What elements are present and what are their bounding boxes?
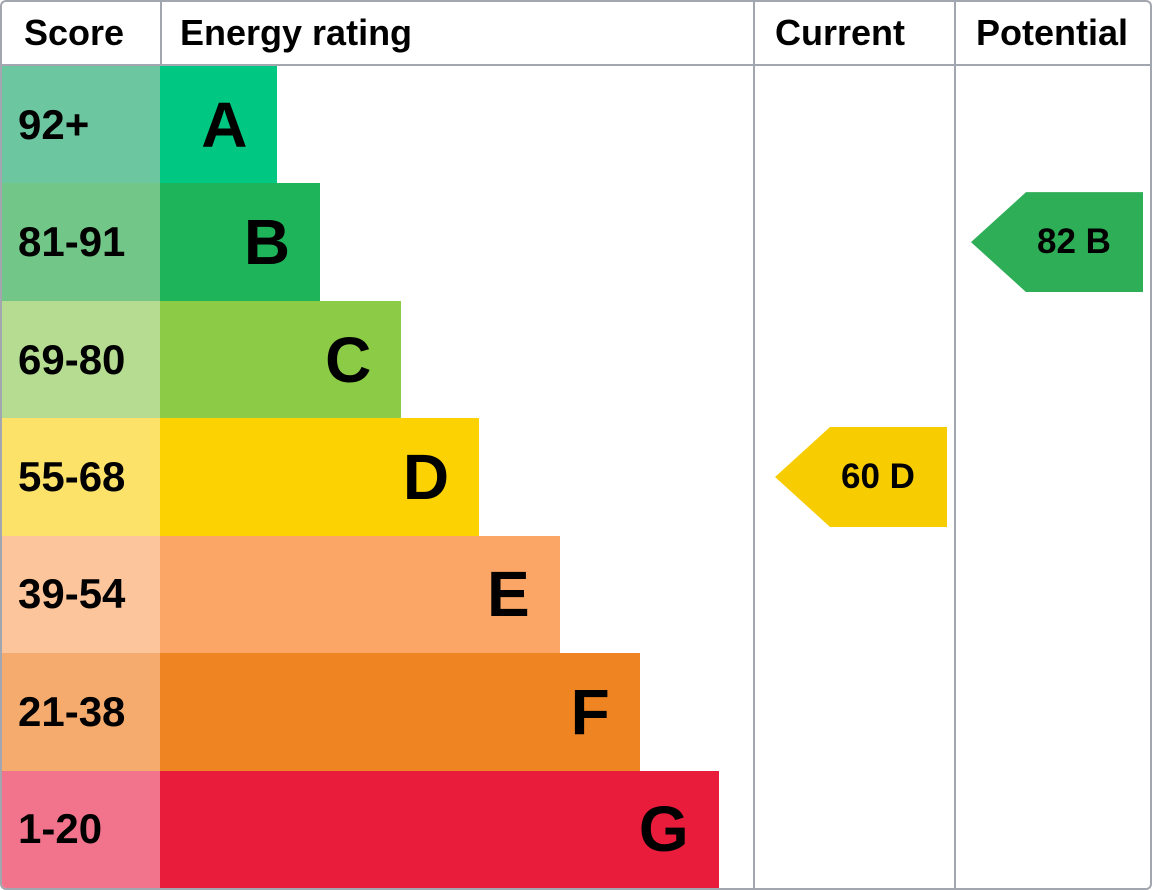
potential-cell-c (954, 300, 1150, 419)
potential-cell-b: 82 B (954, 183, 1150, 301)
current-cell-g (753, 770, 954, 888)
band-row-e: 39-54 E (2, 535, 1150, 654)
band-bar-e: E (160, 535, 560, 654)
column-header-current-label: Current (775, 12, 906, 53)
current-cell-e (753, 535, 954, 654)
band-row-b: 81-91 B 82 B (2, 183, 1150, 301)
band-row-f: 21-38 F (2, 653, 1150, 771)
band-row-a: 92+ A (2, 66, 1150, 184)
score-range-f: 21-38 (2, 653, 160, 771)
band-bar-f: F (160, 653, 640, 771)
energy-cell-a: A (160, 66, 753, 184)
band-letter-e: E (486, 558, 530, 631)
band-letter-g: G (638, 793, 689, 866)
band-letter-f: F (570, 675, 610, 748)
band-row-c: 69-80 C (2, 300, 1150, 419)
score-range-g: 1-20 (2, 770, 160, 888)
column-header-energy-rating: Energy rating (160, 2, 753, 66)
band-letter-c: C (325, 323, 372, 396)
current-cell-f (753, 653, 954, 771)
energy-cell-d: D (160, 418, 753, 536)
score-range-c: 69-80 (2, 300, 160, 419)
column-header-energy-rating-label: Energy rating (180, 12, 413, 53)
band-letter-b: B (243, 206, 291, 279)
header-row: Score Energy rating Current Potential (2, 2, 1150, 66)
current-cell-a (753, 66, 954, 184)
energy-cell-e: E (160, 535, 753, 654)
potential-rating-arrow: 82 B (971, 192, 1143, 293)
score-range-d: 55-68 (2, 418, 160, 536)
potential-cell-f (954, 653, 1150, 771)
column-header-current: Current (753, 2, 954, 66)
band-letter-a: A (201, 88, 248, 161)
energy-cell-b: B (160, 183, 753, 301)
current-cell-c (753, 300, 954, 419)
band-bar-a: A (160, 66, 278, 184)
current-rating-label: 60 D (841, 456, 915, 496)
energy-cell-f: F (160, 653, 753, 771)
band-letter-d: D (402, 440, 450, 513)
band-bar-b: B (160, 183, 321, 301)
potential-cell-e (954, 535, 1150, 654)
column-header-score: Score (2, 2, 160, 66)
current-rating-arrow: 60 D (775, 426, 947, 527)
column-header-potential-label: Potential (976, 12, 1129, 53)
band-bar-c: C (160, 300, 402, 419)
score-range-b: 81-91 (2, 183, 160, 301)
current-cell-d: 60 D (753, 418, 954, 536)
band-row-g: 1-20 G (2, 770, 1150, 888)
band-row-d: 55-68 D 60 D (2, 418, 1150, 536)
energy-cell-c: C (160, 300, 753, 419)
potential-cell-d (954, 418, 1150, 536)
potential-cell-g (954, 770, 1150, 888)
band-bar-g: G (160, 770, 719, 888)
score-range-e: 39-54 (2, 535, 160, 654)
column-header-potential: Potential (954, 2, 1150, 66)
current-cell-b (753, 183, 954, 301)
score-range-a: 92+ (2, 66, 160, 184)
column-header-score-label: Score (24, 12, 125, 53)
potential-cell-a (954, 66, 1150, 184)
band-bar-d: D (160, 418, 480, 536)
energy-cell-g: G (160, 770, 753, 888)
potential-rating-label: 82 B (1037, 222, 1111, 262)
